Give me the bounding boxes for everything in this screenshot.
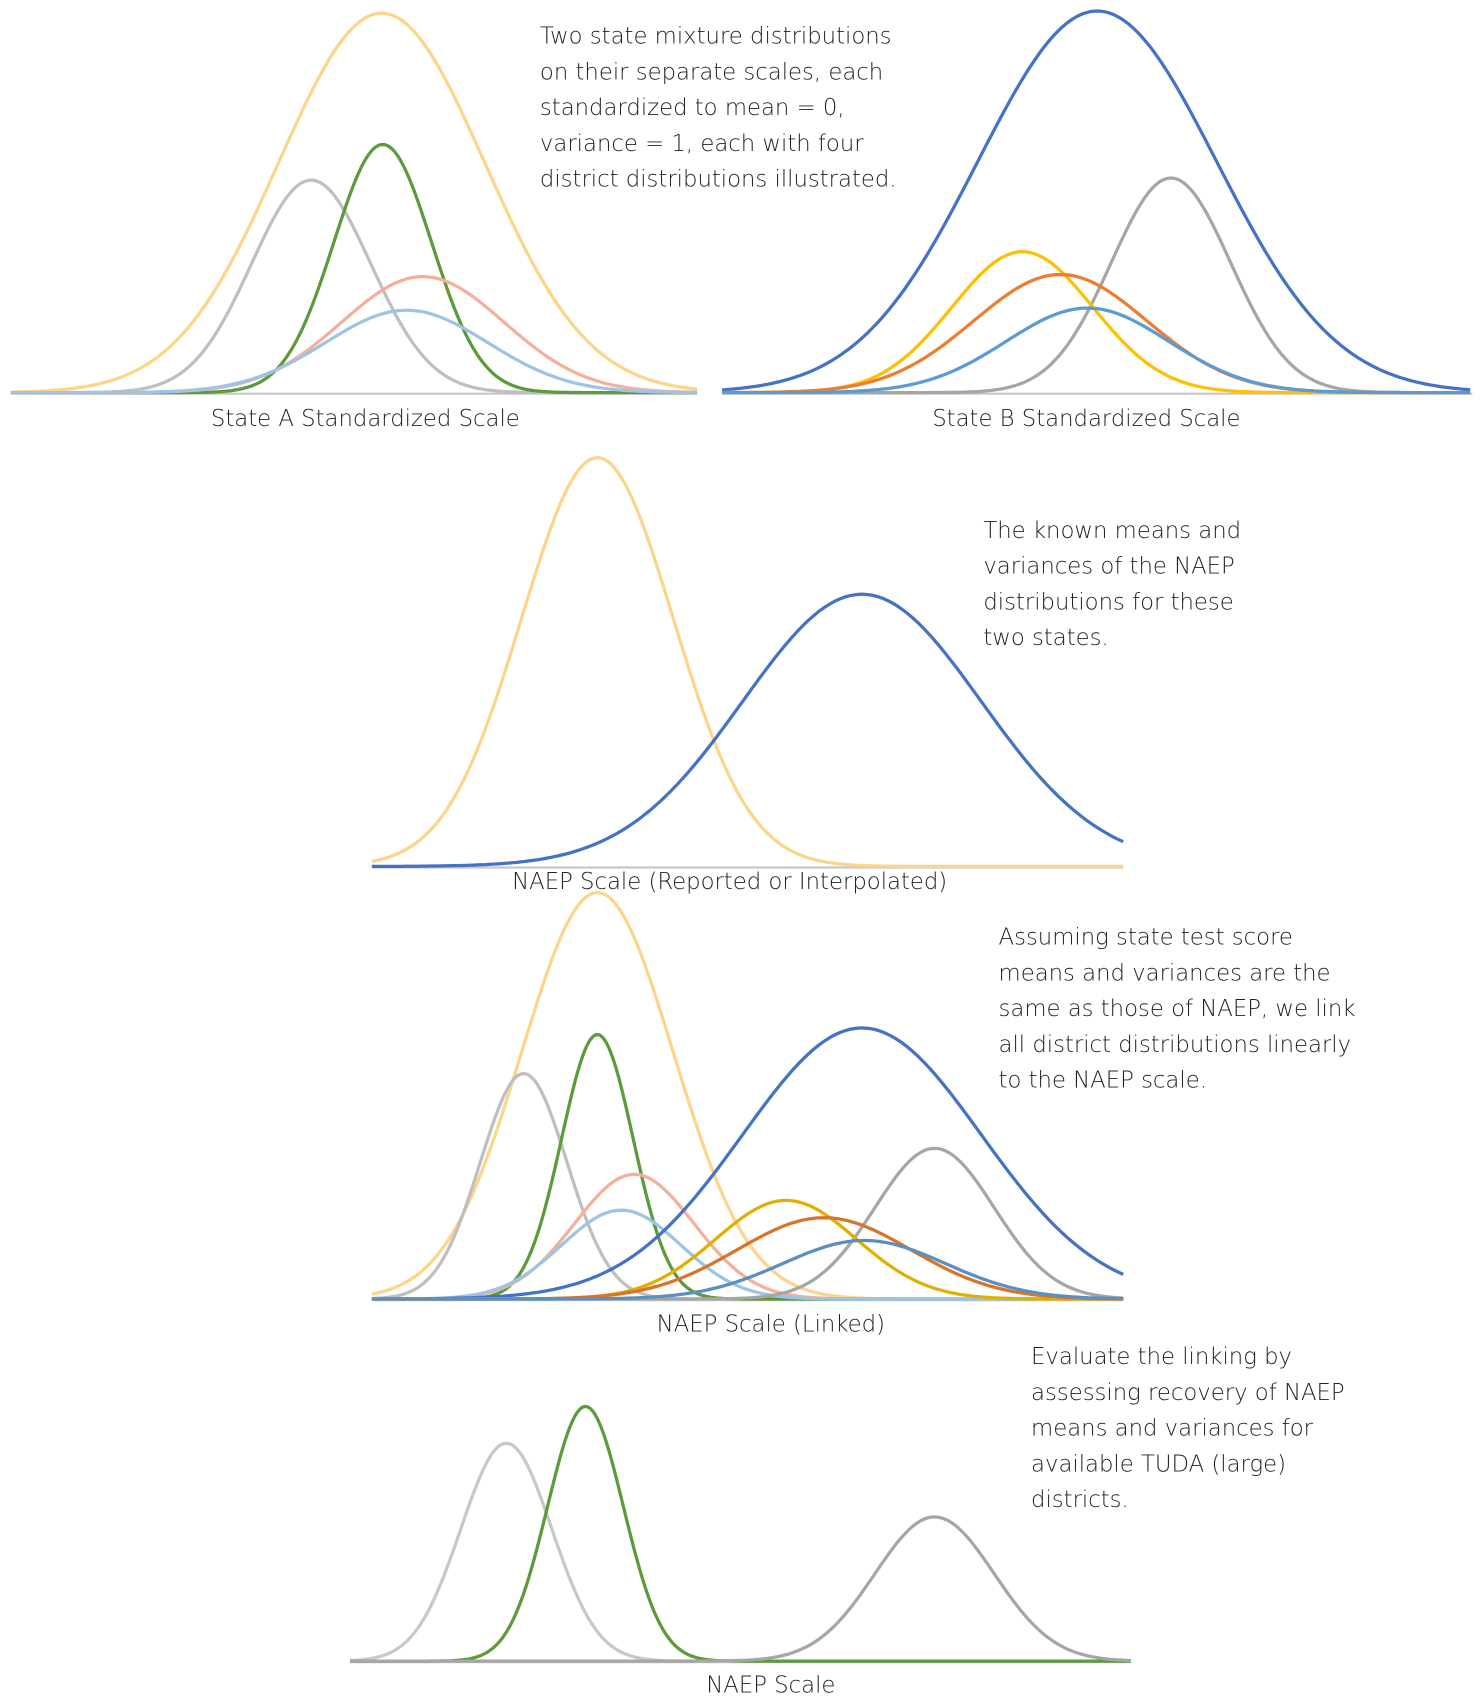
annotation-line: same as those of NAEP, we link (999, 996, 1356, 1022)
annotation-line: assessing recovery of NAEP (1031, 1380, 1345, 1406)
annotation-line: all district distributions linearly (999, 1032, 1352, 1058)
annotation-line: on their separate scales, each (540, 59, 883, 85)
distribution-curve (721, 9, 1471, 392)
annotation-line: The known means and (983, 518, 1241, 544)
distribution-curve (10, 308, 698, 395)
annotation-line: district distributions illustrated. (540, 167, 897, 193)
distribution-curve (10, 178, 698, 395)
annotation-line: Evaluate the linking by (1031, 1344, 1292, 1370)
distribution-curve (350, 1404, 1131, 1663)
distribution-curve (10, 275, 698, 395)
annotation-line: districts. (1031, 1487, 1129, 1513)
scale-label: NAEP Scale (Linked) (657, 1312, 885, 1338)
distribution-curve (350, 1441, 1131, 1663)
annotation-line: standardized to mean = 0, (540, 95, 845, 121)
annotation-line: variances of the NAEP (983, 554, 1234, 580)
distribution-curve (371, 890, 1124, 1301)
annotation-line: variance = 1, each with four (540, 131, 864, 157)
annotation-line: Assuming state test score (999, 924, 1293, 950)
distribution-curve (371, 1172, 1124, 1301)
distribution-curve (371, 456, 1124, 869)
distribution-curve (371, 1198, 1124, 1301)
distribution-curve (371, 1238, 1124, 1301)
distribution-curve (371, 592, 1124, 868)
annotation-line: distributions for these (983, 589, 1233, 615)
annotation-line: means and variances are the (999, 960, 1331, 986)
annotation-line: means and variances for (1031, 1416, 1314, 1442)
annotation-line: Two state mixture distributions (540, 24, 892, 50)
distribution-curve (722, 250, 1471, 395)
scale-label: State B Standardized Scale (932, 406, 1240, 432)
distribution-curve (350, 1515, 1131, 1663)
scale-label: NAEP Scale (706, 1673, 835, 1696)
annotation-line: to the NAEP scale. (999, 1068, 1207, 1094)
distribution-curve (722, 306, 1471, 395)
scale-label: State A Standardized Scale (211, 406, 520, 432)
distribution-curve (10, 11, 698, 394)
distribution-curve (371, 1208, 1124, 1301)
distribution-curve (371, 1026, 1124, 1301)
distribution-curve (371, 1071, 1124, 1301)
annotation-line: two states. (983, 625, 1108, 651)
scale-label: NAEP Scale (Reported or Interpolated) (512, 869, 947, 895)
annotation-line: available TUDA (large) (1031, 1451, 1286, 1477)
